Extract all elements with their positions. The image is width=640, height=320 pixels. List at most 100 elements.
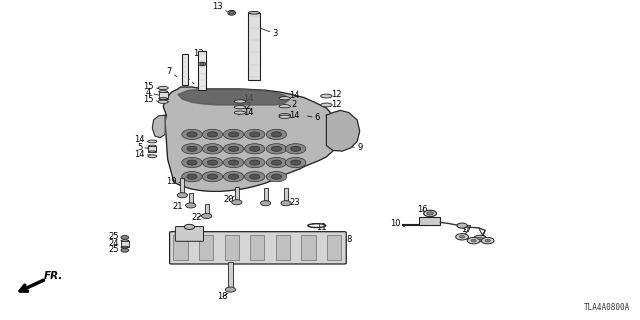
Bar [225,235,239,260]
Circle shape [182,157,202,168]
Circle shape [457,223,467,228]
Text: 9: 9 [352,143,362,152]
Polygon shape [326,110,360,151]
Circle shape [202,129,223,140]
Circle shape [291,160,301,165]
Text: 13: 13 [212,2,227,12]
Text: 23: 23 [286,198,300,207]
Circle shape [207,174,218,179]
Circle shape [456,234,468,240]
Circle shape [207,132,218,137]
Bar [148,146,156,152]
Circle shape [266,144,287,154]
Text: 6: 6 [307,113,320,122]
Text: 20: 20 [224,196,234,204]
Ellipse shape [148,155,157,157]
Circle shape [271,160,282,165]
Ellipse shape [321,94,332,98]
Bar [180,178,184,195]
Circle shape [187,132,197,137]
Circle shape [228,174,239,179]
FancyBboxPatch shape [175,227,204,241]
Circle shape [250,146,260,151]
Text: 15: 15 [143,82,162,91]
Text: 21: 21 [173,202,188,211]
Text: 18: 18 [218,292,228,301]
Ellipse shape [158,86,168,90]
Text: 14: 14 [134,150,151,159]
Circle shape [223,144,244,154]
Circle shape [266,172,287,182]
Circle shape [207,146,218,151]
Ellipse shape [121,240,129,241]
Circle shape [477,237,483,240]
Text: 12: 12 [325,100,341,109]
Circle shape [121,248,129,252]
Ellipse shape [279,114,291,117]
Text: 25: 25 [108,232,122,241]
Bar [173,235,188,260]
Circle shape [266,129,287,140]
Polygon shape [163,87,342,191]
Bar [228,262,233,290]
Circle shape [285,144,306,154]
Bar [159,92,168,99]
Ellipse shape [158,100,168,103]
Circle shape [187,174,197,179]
Circle shape [182,129,202,140]
Circle shape [250,132,260,137]
Text: 7: 7 [166,67,177,76]
Text: 14: 14 [238,94,253,103]
Ellipse shape [234,106,246,109]
Circle shape [474,235,486,242]
Bar [248,13,260,80]
Bar [301,235,316,260]
Circle shape [281,201,291,206]
Ellipse shape [148,146,157,149]
Circle shape [228,132,239,137]
Circle shape [223,129,244,140]
Circle shape [223,157,244,168]
Circle shape [228,146,239,151]
Circle shape [184,224,195,229]
Text: 4: 4 [146,88,162,97]
Ellipse shape [279,105,291,108]
Circle shape [260,201,271,206]
Circle shape [202,172,223,182]
Circle shape [177,193,188,198]
Circle shape [232,200,242,205]
Circle shape [244,157,265,168]
Circle shape [467,237,480,244]
Circle shape [202,157,223,168]
Circle shape [244,144,265,154]
Circle shape [271,174,282,179]
Circle shape [229,12,234,14]
Ellipse shape [200,63,204,65]
Text: FR.: FR. [44,271,63,281]
Bar [189,193,193,205]
Bar [121,241,129,247]
Circle shape [182,144,202,154]
Polygon shape [178,90,289,105]
Text: 14: 14 [238,108,253,117]
Circle shape [291,146,301,151]
Circle shape [207,160,218,165]
Bar [264,188,268,203]
Circle shape [460,236,465,238]
Ellipse shape [159,98,168,100]
Ellipse shape [148,140,157,143]
Polygon shape [152,115,165,138]
Ellipse shape [234,100,246,103]
Text: 15: 15 [143,95,162,104]
Text: 8: 8 [340,235,351,244]
Text: 17: 17 [461,225,471,234]
Text: 16: 16 [417,205,428,214]
Circle shape [187,160,197,165]
Bar [198,51,206,90]
Text: 22: 22 [192,213,204,222]
Ellipse shape [121,246,129,248]
Text: 14: 14 [134,135,151,144]
Text: 25: 25 [108,245,122,254]
Bar [182,54,188,85]
Circle shape [182,172,202,182]
